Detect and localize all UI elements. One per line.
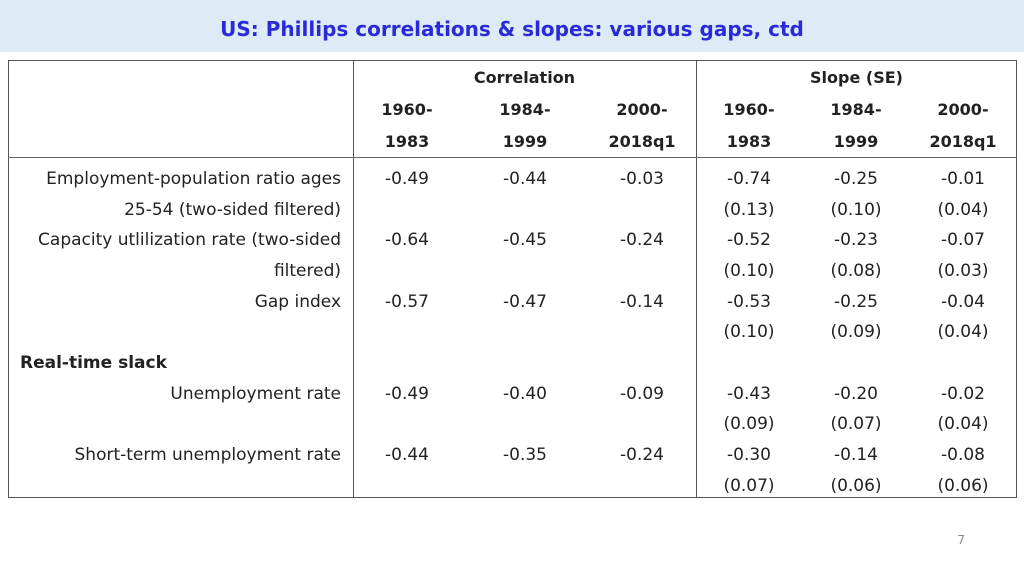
slide-title: US: Phillips correlations & slopes: vari…	[220, 17, 804, 41]
period-header: 1999	[833, 132, 879, 151]
period-header: 1984-	[830, 100, 882, 119]
slope-cell: -0.04	[941, 292, 985, 312]
se-cell: (0.04)	[937, 200, 989, 220]
slope-cell: -0.23	[834, 230, 878, 250]
period-header: 1984-	[499, 100, 551, 119]
slope-cell: -0.43	[727, 384, 771, 404]
corr-cell: -0.35	[503, 445, 547, 465]
se-cell: (0.07)	[723, 476, 775, 496]
se-cell: (0.13)	[723, 200, 775, 220]
label-column-divider	[353, 60, 354, 498]
period-header: 1999	[502, 132, 548, 151]
page-number: 7	[957, 533, 965, 547]
corr-cell: -0.47	[503, 292, 547, 312]
corr-cell: -0.24	[620, 445, 664, 465]
corr-cell: -0.57	[385, 292, 429, 312]
row-label: 25-54 (two-sided filtered)	[124, 200, 341, 220]
header-slope: Slope (SE)	[810, 68, 903, 87]
se-cell: (0.08)	[830, 261, 882, 281]
corr-cell: -0.24	[620, 230, 664, 250]
period-header: 1960-	[723, 100, 775, 119]
se-cell: (0.09)	[830, 322, 882, 342]
corr-cell: -0.03	[620, 169, 664, 189]
slope-cell: -0.07	[941, 230, 985, 250]
se-cell: (0.06)	[830, 476, 882, 496]
slope-cell: -0.08	[941, 445, 985, 465]
corr-cell: -0.49	[385, 384, 429, 404]
se-cell: (0.10)	[723, 322, 775, 342]
slope-cell: -0.25	[834, 169, 878, 189]
title-bar	[0, 0, 1024, 52]
corr-cell: -0.44	[503, 169, 547, 189]
period-header: 2000-	[616, 100, 668, 119]
slope-cell: -0.20	[834, 384, 878, 404]
se-cell: (0.04)	[937, 322, 989, 342]
slope-cell: -0.30	[727, 445, 771, 465]
period-header: 2000-	[937, 100, 989, 119]
slope-cell: -0.53	[727, 292, 771, 312]
row-label: Employment-population ratio ages	[46, 169, 341, 189]
se-cell: (0.10)	[723, 261, 775, 281]
corr-cell: -0.40	[503, 384, 547, 404]
slope-cell: -0.74	[727, 169, 771, 189]
se-cell: (0.04)	[937, 414, 989, 434]
corr-cell: -0.09	[620, 384, 664, 404]
group-divider	[696, 60, 697, 498]
slope-cell: -0.02	[941, 384, 985, 404]
period-header: 1983	[384, 132, 430, 151]
corr-cell: -0.14	[620, 292, 664, 312]
row-label: Capacity utlilization rate (two-sided	[38, 230, 341, 250]
se-cell: (0.10)	[830, 200, 882, 220]
row-label: Gap index	[254, 292, 341, 312]
row-label: filtered)	[273, 261, 341, 281]
header-correlation: Correlation	[473, 68, 576, 87]
slope-cell: -0.01	[941, 169, 985, 189]
corr-cell: -0.45	[503, 230, 547, 250]
period-header: 1960-	[381, 100, 433, 119]
se-cell: (0.09)	[723, 414, 775, 434]
se-cell: (0.03)	[937, 261, 989, 281]
period-header: 1983	[726, 132, 772, 151]
table-frame	[8, 60, 1017, 498]
slope-cell: -0.52	[727, 230, 771, 250]
row-label: Short-term unemployment rate	[74, 445, 341, 465]
slope-cell: -0.25	[834, 292, 878, 312]
header-divider	[8, 157, 1017, 158]
period-header: 2018q1	[929, 132, 997, 151]
corr-cell: -0.64	[385, 230, 429, 250]
slope-cell: -0.14	[834, 445, 878, 465]
se-cell: (0.07)	[830, 414, 882, 434]
se-cell: (0.06)	[937, 476, 989, 496]
row-label: Unemployment rate	[170, 384, 341, 404]
section-label: Real-time slack	[20, 353, 167, 373]
corr-cell: -0.44	[385, 445, 429, 465]
corr-cell: -0.49	[385, 169, 429, 189]
period-header: 2018q1	[608, 132, 676, 151]
